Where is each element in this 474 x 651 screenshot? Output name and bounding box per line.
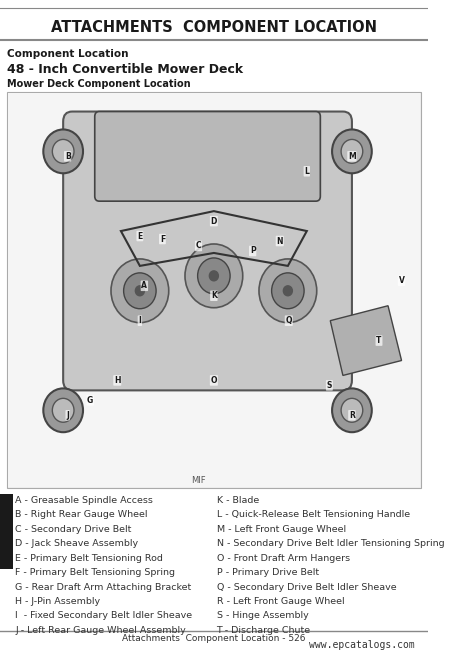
Text: J: J bbox=[66, 411, 69, 420]
FancyBboxPatch shape bbox=[63, 111, 352, 391]
Text: R: R bbox=[349, 411, 355, 420]
Text: N: N bbox=[276, 236, 283, 245]
Circle shape bbox=[52, 398, 74, 422]
Text: G: G bbox=[87, 396, 93, 405]
Text: Q: Q bbox=[285, 316, 292, 325]
Text: H - J-Pin Assembly: H - J-Pin Assembly bbox=[15, 597, 100, 606]
Text: T - Discharge Chute: T - Discharge Chute bbox=[217, 626, 310, 635]
Text: A: A bbox=[141, 281, 147, 290]
Text: R - Left Front Gauge Wheel: R - Left Front Gauge Wheel bbox=[217, 597, 344, 606]
Text: L: L bbox=[304, 167, 309, 176]
Text: T: T bbox=[376, 336, 382, 345]
Circle shape bbox=[283, 286, 292, 296]
Text: C: C bbox=[196, 242, 201, 251]
Text: M: M bbox=[348, 152, 356, 161]
Circle shape bbox=[259, 259, 317, 323]
Circle shape bbox=[341, 139, 363, 163]
Text: Mower Deck Component Location: Mower Deck Component Location bbox=[7, 79, 191, 89]
Text: Attachments  Component Location - 526: Attachments Component Location - 526 bbox=[122, 634, 306, 643]
Bar bbox=[7, 92, 420, 488]
Circle shape bbox=[210, 271, 219, 281]
Text: D: D bbox=[210, 217, 217, 226]
Circle shape bbox=[198, 258, 230, 294]
Polygon shape bbox=[330, 306, 401, 376]
Text: K: K bbox=[211, 291, 217, 300]
Text: B - Right Rear Gauge Wheel: B - Right Rear Gauge Wheel bbox=[15, 510, 148, 519]
Text: N - Secondary Drive Belt Idler Tensioning Spring: N - Secondary Drive Belt Idler Tensionin… bbox=[217, 539, 444, 548]
Circle shape bbox=[111, 259, 169, 323]
Text: S: S bbox=[327, 381, 332, 390]
Text: I: I bbox=[138, 316, 141, 325]
Circle shape bbox=[341, 398, 363, 422]
Text: E: E bbox=[137, 232, 143, 240]
Text: P: P bbox=[250, 247, 255, 255]
Text: S - Hinge Assembly: S - Hinge Assembly bbox=[217, 611, 308, 620]
Text: A - Greasable Spindle Access: A - Greasable Spindle Access bbox=[15, 496, 153, 505]
Circle shape bbox=[332, 389, 372, 432]
Text: Component Location: Component Location bbox=[7, 49, 129, 59]
Text: G - Rear Draft Arm Attaching Bracket: G - Rear Draft Arm Attaching Bracket bbox=[15, 583, 191, 592]
FancyBboxPatch shape bbox=[95, 111, 320, 201]
Text: 48 - Inch Convertible Mower Deck: 48 - Inch Convertible Mower Deck bbox=[7, 63, 243, 76]
Text: O - Front Draft Arm Hangers: O - Front Draft Arm Hangers bbox=[217, 554, 350, 562]
Text: M - Left Front Gauge Wheel: M - Left Front Gauge Wheel bbox=[217, 525, 346, 534]
Text: ATTACHMENTS  COMPONENT LOCATION: ATTACHMENTS COMPONENT LOCATION bbox=[51, 20, 377, 35]
Circle shape bbox=[185, 244, 243, 308]
Text: K - Blade: K - Blade bbox=[217, 496, 259, 505]
Bar bbox=[8, 92, 419, 487]
Circle shape bbox=[43, 389, 83, 432]
Bar bbox=[0, 494, 13, 568]
Text: P - Primary Drive Belt: P - Primary Drive Belt bbox=[217, 568, 319, 577]
Text: J - Left Rear Gauge Wheel Assembly: J - Left Rear Gauge Wheel Assembly bbox=[15, 626, 186, 635]
Text: E - Primary Belt Tensioning Rod: E - Primary Belt Tensioning Rod bbox=[15, 554, 163, 562]
Text: C - Secondary Drive Belt: C - Secondary Drive Belt bbox=[15, 525, 132, 534]
Text: MIF: MIF bbox=[191, 475, 206, 484]
Text: Q - Secondary Drive Belt Idler Sheave: Q - Secondary Drive Belt Idler Sheave bbox=[217, 583, 396, 592]
Circle shape bbox=[43, 130, 83, 173]
Text: H: H bbox=[114, 376, 120, 385]
Text: F: F bbox=[160, 234, 165, 243]
Text: I  - Fixed Secondary Belt Idler Sheave: I - Fixed Secondary Belt Idler Sheave bbox=[15, 611, 192, 620]
Circle shape bbox=[272, 273, 304, 309]
Circle shape bbox=[136, 286, 145, 296]
Text: www.epcatalogs.com: www.epcatalogs.com bbox=[310, 641, 415, 650]
Circle shape bbox=[52, 139, 74, 163]
Text: O: O bbox=[210, 376, 217, 385]
Circle shape bbox=[124, 273, 156, 309]
Text: V: V bbox=[399, 276, 404, 285]
Text: D - Jack Sheave Assembly: D - Jack Sheave Assembly bbox=[15, 539, 138, 548]
Circle shape bbox=[332, 130, 372, 173]
Text: L - Quick-Release Belt Tensioning Handle: L - Quick-Release Belt Tensioning Handle bbox=[217, 510, 410, 519]
Text: B: B bbox=[65, 152, 71, 161]
Text: F - Primary Belt Tensioning Spring: F - Primary Belt Tensioning Spring bbox=[15, 568, 175, 577]
